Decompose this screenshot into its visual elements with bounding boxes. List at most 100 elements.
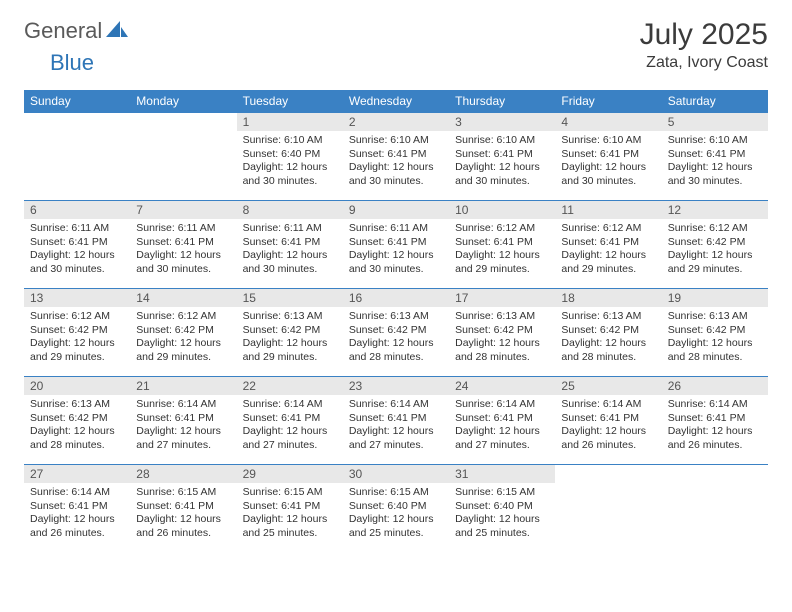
- day-data: Sunrise: 6:13 AMSunset: 6:42 PMDaylight:…: [662, 307, 768, 368]
- day-data: Sunrise: 6:13 AMSunset: 6:42 PMDaylight:…: [449, 307, 555, 368]
- day-number: 21: [130, 377, 236, 395]
- day-number: 8: [237, 201, 343, 219]
- weekday-header: Sunday: [24, 90, 130, 113]
- day-cell: 14Sunrise: 6:12 AMSunset: 6:42 PMDayligh…: [130, 289, 236, 377]
- empty-cell: [24, 113, 130, 201]
- day-cell: 16Sunrise: 6:13 AMSunset: 6:42 PMDayligh…: [343, 289, 449, 377]
- day-data: Sunrise: 6:14 AMSunset: 6:41 PMDaylight:…: [662, 395, 768, 456]
- day-cell: 23Sunrise: 6:14 AMSunset: 6:41 PMDayligh…: [343, 377, 449, 465]
- day-data: Sunrise: 6:10 AMSunset: 6:40 PMDaylight:…: [237, 131, 343, 192]
- day-data: Sunrise: 6:11 AMSunset: 6:41 PMDaylight:…: [343, 219, 449, 280]
- weekday-header: Saturday: [662, 90, 768, 113]
- day-data: Sunrise: 6:13 AMSunset: 6:42 PMDaylight:…: [24, 395, 130, 456]
- empty-cell: [555, 465, 661, 553]
- day-number: 24: [449, 377, 555, 395]
- day-data: Sunrise: 6:14 AMSunset: 6:41 PMDaylight:…: [130, 395, 236, 456]
- day-number: 17: [449, 289, 555, 307]
- day-number: 9: [343, 201, 449, 219]
- day-number: 26: [662, 377, 768, 395]
- day-number: 7: [130, 201, 236, 219]
- day-cell: 22Sunrise: 6:14 AMSunset: 6:41 PMDayligh…: [237, 377, 343, 465]
- title-month: July 2025: [640, 18, 768, 52]
- day-cell: 25Sunrise: 6:14 AMSunset: 6:41 PMDayligh…: [555, 377, 661, 465]
- day-data: Sunrise: 6:13 AMSunset: 6:42 PMDaylight:…: [555, 307, 661, 368]
- day-number: 18: [555, 289, 661, 307]
- day-number: 16: [343, 289, 449, 307]
- day-data: Sunrise: 6:15 AMSunset: 6:41 PMDaylight:…: [237, 483, 343, 544]
- day-cell: 13Sunrise: 6:12 AMSunset: 6:42 PMDayligh…: [24, 289, 130, 377]
- day-cell: 12Sunrise: 6:12 AMSunset: 6:42 PMDayligh…: [662, 201, 768, 289]
- day-data: Sunrise: 6:10 AMSunset: 6:41 PMDaylight:…: [555, 131, 661, 192]
- day-number: 29: [237, 465, 343, 483]
- day-cell: 31Sunrise: 6:15 AMSunset: 6:40 PMDayligh…: [449, 465, 555, 553]
- calendar-header-row: SundayMondayTuesdayWednesdayThursdayFrid…: [24, 90, 768, 113]
- day-cell: 15Sunrise: 6:13 AMSunset: 6:42 PMDayligh…: [237, 289, 343, 377]
- day-number: 15: [237, 289, 343, 307]
- logo-text-blue: Blue: [50, 50, 94, 76]
- day-data: Sunrise: 6:12 AMSunset: 6:42 PMDaylight:…: [130, 307, 236, 368]
- day-number: 28: [130, 465, 236, 483]
- day-data: Sunrise: 6:10 AMSunset: 6:41 PMDaylight:…: [449, 131, 555, 192]
- day-number: 13: [24, 289, 130, 307]
- day-cell: 6Sunrise: 6:11 AMSunset: 6:41 PMDaylight…: [24, 201, 130, 289]
- day-data: Sunrise: 6:15 AMSunset: 6:41 PMDaylight:…: [130, 483, 236, 544]
- day-data: Sunrise: 6:11 AMSunset: 6:41 PMDaylight:…: [130, 219, 236, 280]
- day-data: Sunrise: 6:11 AMSunset: 6:41 PMDaylight:…: [237, 219, 343, 280]
- day-number: 22: [237, 377, 343, 395]
- day-data: Sunrise: 6:13 AMSunset: 6:42 PMDaylight:…: [343, 307, 449, 368]
- day-number: 6: [24, 201, 130, 219]
- weekday-header: Monday: [130, 90, 236, 113]
- day-number: 30: [343, 465, 449, 483]
- day-cell: 21Sunrise: 6:14 AMSunset: 6:41 PMDayligh…: [130, 377, 236, 465]
- day-number: 4: [555, 113, 661, 131]
- day-cell: 20Sunrise: 6:13 AMSunset: 6:42 PMDayligh…: [24, 377, 130, 465]
- logo: General: [24, 18, 130, 44]
- empty-cell: [130, 113, 236, 201]
- day-cell: 11Sunrise: 6:12 AMSunset: 6:41 PMDayligh…: [555, 201, 661, 289]
- day-number: 2: [343, 113, 449, 131]
- day-data: Sunrise: 6:12 AMSunset: 6:42 PMDaylight:…: [24, 307, 130, 368]
- day-number: 27: [24, 465, 130, 483]
- day-number: 12: [662, 201, 768, 219]
- title-block: July 2025 Zata, Ivory Coast: [640, 18, 768, 72]
- day-data: Sunrise: 6:12 AMSunset: 6:41 PMDaylight:…: [449, 219, 555, 280]
- day-number: 19: [662, 289, 768, 307]
- day-data: Sunrise: 6:10 AMSunset: 6:41 PMDaylight:…: [343, 131, 449, 192]
- calendar-body: 1Sunrise: 6:10 AMSunset: 6:40 PMDaylight…: [24, 113, 768, 553]
- day-cell: 4Sunrise: 6:10 AMSunset: 6:41 PMDaylight…: [555, 113, 661, 201]
- day-cell: 26Sunrise: 6:14 AMSunset: 6:41 PMDayligh…: [662, 377, 768, 465]
- day-data: Sunrise: 6:12 AMSunset: 6:42 PMDaylight:…: [662, 219, 768, 280]
- day-data: Sunrise: 6:14 AMSunset: 6:41 PMDaylight:…: [24, 483, 130, 544]
- day-cell: 30Sunrise: 6:15 AMSunset: 6:40 PMDayligh…: [343, 465, 449, 553]
- day-data: Sunrise: 6:14 AMSunset: 6:41 PMDaylight:…: [449, 395, 555, 456]
- day-number: 11: [555, 201, 661, 219]
- title-location: Zata, Ivory Coast: [640, 54, 768, 72]
- day-cell: 5Sunrise: 6:10 AMSunset: 6:41 PMDaylight…: [662, 113, 768, 201]
- weekday-header: Wednesday: [343, 90, 449, 113]
- weekday-header: Tuesday: [237, 90, 343, 113]
- day-number: 3: [449, 113, 555, 131]
- day-data: Sunrise: 6:12 AMSunset: 6:41 PMDaylight:…: [555, 219, 661, 280]
- day-data: Sunrise: 6:14 AMSunset: 6:41 PMDaylight:…: [343, 395, 449, 456]
- weekday-header: Thursday: [449, 90, 555, 113]
- day-number: 20: [24, 377, 130, 395]
- day-cell: 8Sunrise: 6:11 AMSunset: 6:41 PMDaylight…: [237, 201, 343, 289]
- day-number: 31: [449, 465, 555, 483]
- day-data: Sunrise: 6:13 AMSunset: 6:42 PMDaylight:…: [237, 307, 343, 368]
- day-cell: 28Sunrise: 6:15 AMSunset: 6:41 PMDayligh…: [130, 465, 236, 553]
- day-cell: 7Sunrise: 6:11 AMSunset: 6:41 PMDaylight…: [130, 201, 236, 289]
- day-number: 10: [449, 201, 555, 219]
- day-data: Sunrise: 6:15 AMSunset: 6:40 PMDaylight:…: [449, 483, 555, 544]
- day-cell: 3Sunrise: 6:10 AMSunset: 6:41 PMDaylight…: [449, 113, 555, 201]
- day-number: 5: [662, 113, 768, 131]
- logo-sail-icon: [106, 19, 128, 44]
- day-data: Sunrise: 6:14 AMSunset: 6:41 PMDaylight:…: [237, 395, 343, 456]
- day-cell: 29Sunrise: 6:15 AMSunset: 6:41 PMDayligh…: [237, 465, 343, 553]
- day-number: 14: [130, 289, 236, 307]
- day-cell: 9Sunrise: 6:11 AMSunset: 6:41 PMDaylight…: [343, 201, 449, 289]
- day-cell: 24Sunrise: 6:14 AMSunset: 6:41 PMDayligh…: [449, 377, 555, 465]
- day-number: 25: [555, 377, 661, 395]
- day-data: Sunrise: 6:10 AMSunset: 6:41 PMDaylight:…: [662, 131, 768, 192]
- day-data: Sunrise: 6:11 AMSunset: 6:41 PMDaylight:…: [24, 219, 130, 280]
- day-data: Sunrise: 6:15 AMSunset: 6:40 PMDaylight:…: [343, 483, 449, 544]
